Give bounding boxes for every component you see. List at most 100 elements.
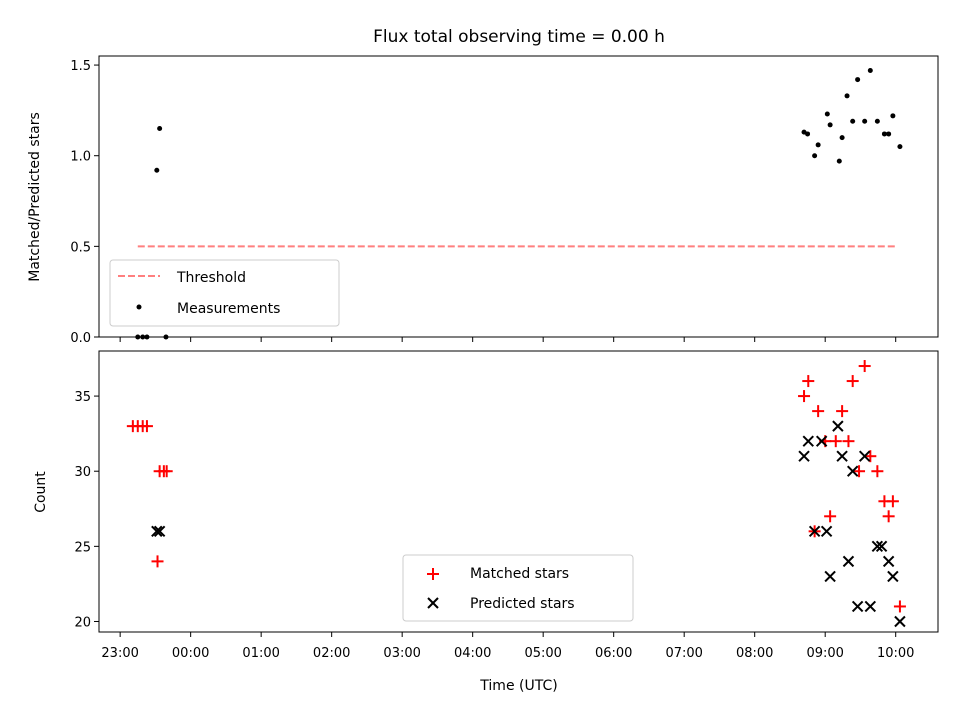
chart-title: Flux total observing time = 0.00 h — [373, 27, 665, 47]
predicted-stars-point — [798, 450, 810, 462]
ratio-x-ticks — [119, 337, 897, 342]
counts-plot-frame — [98, 350, 939, 633]
matched-stars-point — [858, 360, 871, 373]
predicted-stars-point — [802, 435, 814, 447]
counts-y-tick-label: 35 — [74, 390, 91, 405]
measurement-point — [855, 77, 861, 83]
measurement-point — [805, 131, 811, 137]
matched-stars-point — [829, 435, 842, 448]
predicted-stars-point — [887, 570, 899, 583]
predicted-stars-point — [820, 525, 833, 538]
x-tick-label: 10:00 — [877, 646, 914, 661]
measurement-point — [881, 131, 887, 137]
predicted-stars-point — [864, 600, 877, 613]
ratio-marks — [135, 68, 903, 340]
measurement-point — [850, 118, 856, 124]
predicted-stars-point — [882, 555, 895, 568]
counts-y-tick-label: 25 — [74, 540, 91, 555]
legend-matched-label: Matched stars — [470, 566, 569, 582]
matched-stars-point — [798, 390, 811, 403]
measurement-point — [844, 93, 850, 99]
x-tick-label: 23:00 — [101, 646, 138, 661]
predicted-stars-point — [871, 540, 884, 553]
x-tick-label: 06:00 — [595, 646, 632, 661]
measurement-point — [836, 158, 842, 164]
predicted-stars-point — [836, 450, 848, 462]
ratio-y-tick-label: 0.5 — [70, 240, 91, 255]
counts-legend-box — [402, 554, 634, 622]
matched-stars-point — [864, 450, 877, 463]
x-tick-label: 04:00 — [454, 646, 491, 661]
counts-panel: 20 25 30 35 23:00 00:00 01:00 02:00 03:00 04:00 0… — [33, 350, 939, 661]
measurement-point — [886, 131, 892, 137]
matched-stars-point — [893, 600, 906, 613]
counts-y-tick-label: 30 — [74, 465, 91, 480]
x-tick-label: 08:00 — [736, 646, 773, 661]
counts-y-axis-label: Count — [33, 471, 49, 513]
measurement-point — [154, 167, 160, 173]
ratio-y-tick-label: 1.5 — [70, 59, 91, 74]
predicted-stars-point — [846, 465, 859, 477]
predicted-stars-point — [153, 525, 166, 538]
measurement-point — [839, 135, 845, 141]
legend-predicted-swatch — [427, 597, 439, 609]
measurement-point — [890, 113, 896, 119]
counts-marks — [126, 360, 906, 628]
measurement-point — [135, 334, 141, 340]
ratio-y-tick-label: 1.0 — [70, 150, 91, 165]
measurement-point — [867, 68, 873, 74]
measurement-point — [163, 334, 169, 340]
x-tick-label: 03:00 — [383, 646, 420, 661]
ratio-legend-box — [109, 259, 340, 327]
matched-stars-point — [802, 375, 815, 388]
measurement-point — [897, 144, 903, 150]
matched-stars-point — [871, 465, 884, 478]
legend-predicted-label: Predicted stars — [470, 596, 575, 612]
measurement-point — [862, 118, 868, 124]
matched-stars-point — [151, 555, 164, 568]
ratio-plot-frame — [98, 55, 939, 338]
x-tick-label: 00:00 — [172, 646, 209, 661]
measurement-point — [812, 153, 818, 159]
x-tick-label: 07:00 — [665, 646, 702, 661]
matched-stars-point — [842, 435, 855, 448]
matched-stars-point — [846, 375, 859, 388]
counts-legend: Matched stars Predicted stars — [402, 554, 634, 622]
matched-stars-point — [853, 465, 866, 478]
legend-measurements-label: Measurements — [177, 301, 280, 317]
matched-stars-point — [140, 420, 153, 433]
counts-y-ticks: 20 25 30 35 — [74, 390, 99, 630]
predicted-stars-point — [808, 525, 821, 538]
legend-measurements-swatch — [136, 304, 142, 310]
legend-matched-swatch — [427, 568, 439, 580]
measurement-point — [157, 126, 163, 132]
ratio-panel: 0.0 0.5 1.0 1.5 Matched/Predicted stars Thr… — [27, 55, 939, 346]
predicted-stars-point — [824, 570, 836, 583]
matched-stars-point — [882, 510, 895, 523]
legend-threshold-label: Threshold — [176, 270, 246, 286]
predicted-stars-point — [815, 435, 828, 447]
predicted-stars-point — [851, 600, 864, 613]
predicted-stars-point — [894, 615, 906, 628]
ratio-legend: Threshold Measurements — [109, 259, 340, 327]
x-axis-label: Time (UTC) — [479, 678, 557, 694]
matched-stars-point — [160, 465, 173, 478]
measurement-point — [874, 118, 880, 124]
predicted-stars-point — [151, 525, 163, 538]
measurement-point — [144, 334, 150, 340]
measurement-point — [140, 334, 146, 340]
x-tick-label: 02:00 — [313, 646, 350, 661]
x-tick-label: 01:00 — [242, 646, 279, 661]
matched-stars-point — [812, 405, 825, 418]
predicted-stars-point — [832, 420, 844, 432]
matched-stars-point — [886, 495, 899, 508]
counts-x-ticks: 23:00 00:00 01:00 02:00 03:00 04:00 05:00 06:00… — [101, 632, 914, 661]
matched-stars-point — [824, 510, 837, 523]
predicted-stars-point — [858, 450, 871, 462]
measurement-point — [815, 142, 821, 148]
predicted-stars-point — [875, 540, 888, 553]
x-tick-label: 09:00 — [806, 646, 843, 661]
ratio-y-tick-label: 0.0 — [70, 331, 91, 346]
counts-y-tick-label: 20 — [74, 615, 91, 630]
